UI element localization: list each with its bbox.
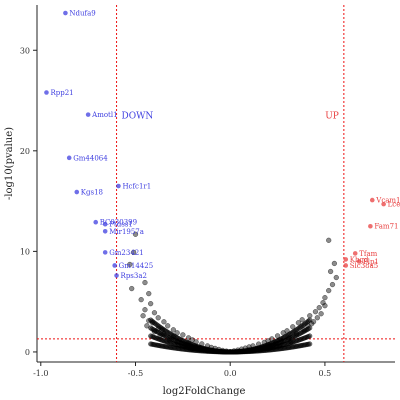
point-down	[112, 263, 117, 268]
gene-labels: Ndufa9 Rpp21 Amotl1 Gm44064 Hcfc1r1 Kgs18 BC03…	[50, 10, 400, 280]
point-ns	[165, 323, 171, 329]
y-tick-label: 0	[25, 348, 30, 357]
gene-label-down: Ptdss1	[109, 221, 133, 229]
y-axis-label: -log10(pvalue)	[4, 127, 15, 200]
point-down	[63, 10, 68, 16]
point-ns	[331, 260, 338, 267]
point-ns	[307, 313, 313, 319]
point-ns	[320, 300, 326, 306]
point-ns	[326, 237, 332, 243]
point-ns	[333, 274, 339, 281]
point-up	[352, 251, 358, 256]
point-ns	[142, 279, 148, 286]
point-up	[343, 257, 349, 262]
point-ns	[318, 311, 324, 317]
point-ns	[144, 323, 150, 329]
point-ns	[299, 317, 305, 323]
point-ns	[161, 319, 167, 325]
point-down	[74, 189, 80, 195]
point-ns	[326, 287, 332, 294]
point-down	[102, 221, 108, 227]
threshold-lines	[37, 5, 395, 362]
point-up	[369, 197, 375, 203]
point-ns	[151, 310, 158, 316]
point-down	[44, 90, 49, 95]
point-ns	[129, 285, 135, 292]
point-down	[102, 250, 108, 255]
gene-label-up: Tfam	[359, 250, 377, 258]
gene-label-down: Gm23421	[109, 249, 144, 257]
point-ns	[307, 325, 313, 331]
point-ns	[322, 303, 328, 309]
data-points	[44, 10, 386, 355]
point-ns	[130, 249, 137, 256]
y-tick-label: 20	[20, 147, 30, 156]
gene-label-down: BC030399	[100, 219, 137, 227]
point-ns	[140, 313, 146, 319]
x-tick-label: 0.0	[224, 369, 237, 378]
x-tick-label: -0.5	[128, 369, 143, 378]
point-ns	[307, 333, 313, 339]
point-ns	[127, 261, 133, 268]
gene-label-down: Rpp21	[50, 89, 73, 97]
gene-label-down: Rps3a2	[121, 272, 147, 280]
point-down	[93, 219, 99, 225]
point-up	[381, 201, 386, 207]
gene-label-up: Vcam1	[375, 197, 400, 205]
point-up	[368, 223, 373, 229]
point-ns	[307, 341, 313, 347]
point-ns	[307, 317, 313, 323]
point-ns	[329, 281, 336, 288]
gene-label-up: Fam71	[374, 223, 398, 231]
gene-label-down: Gm14425	[119, 262, 154, 270]
point-ns	[322, 294, 328, 301]
point-ns	[316, 305, 322, 311]
point-ns	[180, 332, 186, 338]
point-up	[343, 263, 349, 268]
point-down	[116, 183, 121, 189]
gene-label-down: Ndufa9	[69, 10, 95, 18]
point-ns	[312, 309, 319, 315]
axes: -1.0 -0.5 0.0 0.5 0 10 20 30	[20, 5, 395, 378]
gene-label-up: Plp1	[363, 258, 379, 266]
point-ns	[148, 301, 154, 307]
point-ns	[146, 290, 152, 297]
point-down	[85, 112, 91, 117]
region-label-up: UP	[325, 112, 339, 122]
x-tick-label: 0.5	[319, 369, 332, 378]
y-tick-label: 30	[20, 46, 30, 55]
point-ns	[295, 320, 302, 326]
point-ns	[314, 315, 320, 321]
gene-label-down: Amotl1	[91, 111, 117, 119]
gene-label-up: Lce1	[388, 201, 400, 209]
gene-label-up: Kbgd	[350, 256, 369, 264]
gene-label-down: Hcfc1r1	[122, 183, 151, 191]
point-down	[102, 228, 108, 234]
gene-label-down: Mir1957a	[109, 228, 144, 236]
x-tick-label: -1.0	[33, 369, 48, 378]
point-down	[66, 155, 72, 161]
gene-label-down: Gm44064	[73, 154, 108, 162]
region-label-down: DOWN	[122, 112, 154, 122]
x-axis-label: log2FoldChange	[163, 386, 246, 397]
point-ns	[155, 315, 161, 321]
gene-label-down: Kgs18	[81, 189, 103, 197]
gene-label-up: Slc38a5	[350, 262, 379, 270]
point-ns	[142, 307, 148, 313]
point-ns	[170, 327, 177, 333]
point-up	[356, 259, 362, 264]
point-ns	[327, 268, 334, 275]
point-ns	[138, 297, 144, 303]
point-ns	[290, 324, 296, 330]
point-ns	[132, 231, 139, 237]
point-down	[114, 273, 119, 278]
y-tick-label: 10	[20, 247, 30, 256]
